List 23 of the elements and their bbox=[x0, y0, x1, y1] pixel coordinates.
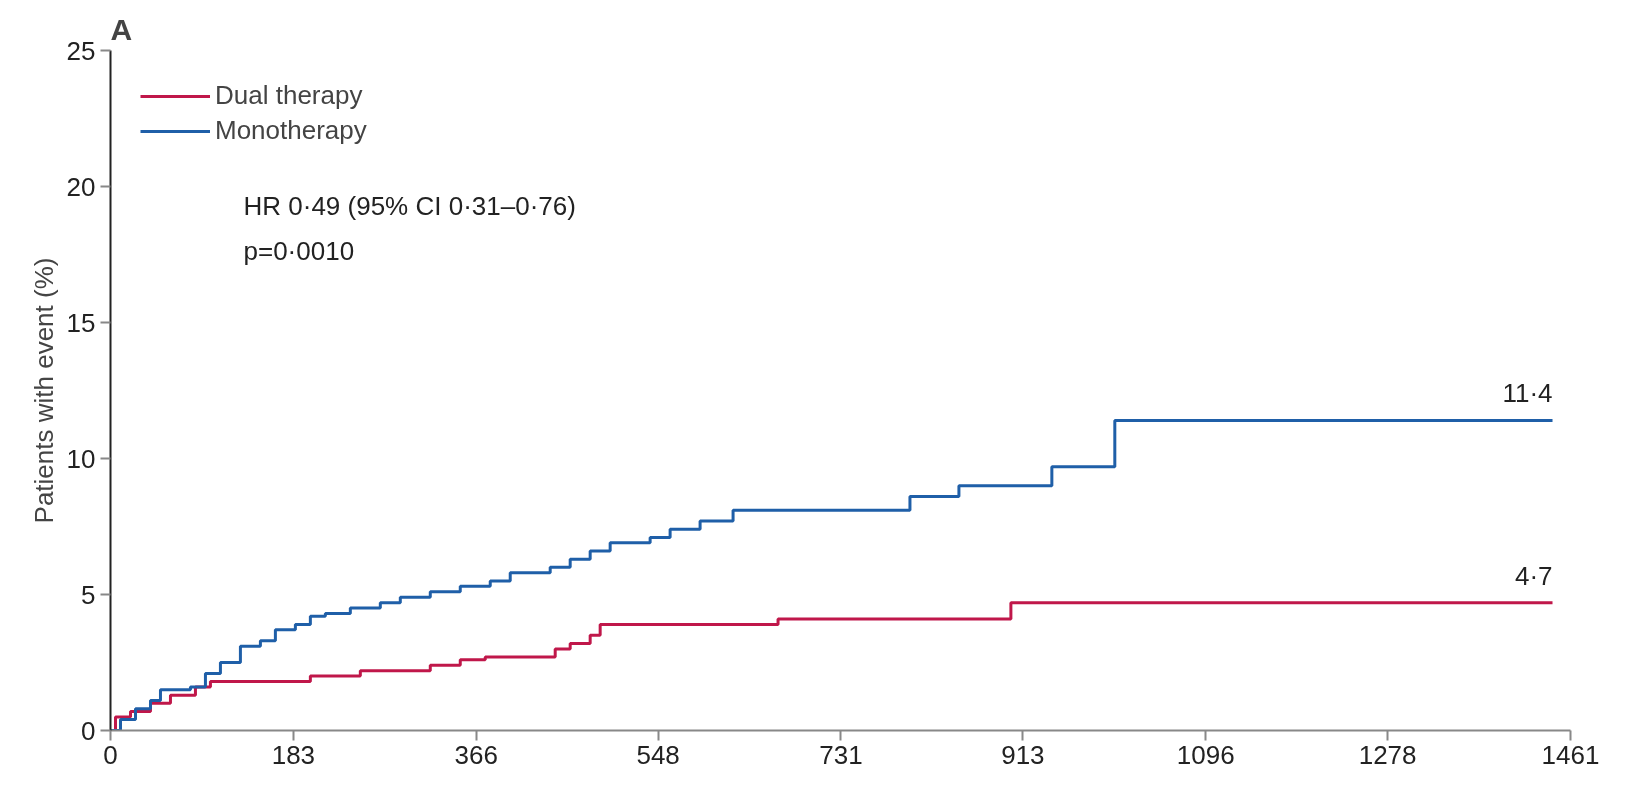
x-tick-label: 0 bbox=[103, 739, 118, 770]
x-tick-label: 1461 bbox=[1541, 739, 1600, 770]
chart-title: A bbox=[110, 12, 133, 46]
x-tick-label: 548 bbox=[636, 739, 680, 770]
legend-label: Dual therapy bbox=[215, 80, 363, 111]
annotation: HR 0·49 (95% CI 0·31–0·76) bbox=[243, 190, 576, 221]
legend-label: Monotherapy bbox=[215, 115, 367, 146]
x-tick-label: 183 bbox=[271, 739, 316, 770]
y-tick-label: 5 bbox=[81, 579, 96, 610]
y-tick-label: 15 bbox=[66, 307, 96, 338]
x-tick-label: 731 bbox=[819, 739, 863, 770]
y-tick-label: 10 bbox=[66, 443, 96, 474]
annotation: 4·7 bbox=[1514, 560, 1553, 591]
y-tick-label: 25 bbox=[66, 35, 96, 66]
y-tick-label: 0 bbox=[81, 715, 96, 746]
y-axis-title: Patients with event (%) bbox=[28, 257, 59, 524]
y-tick-label: 20 bbox=[66, 171, 96, 202]
x-tick-label: 1096 bbox=[1176, 739, 1235, 770]
x-tick-label: 913 bbox=[1001, 739, 1045, 770]
annotation: 11·4 bbox=[1502, 378, 1553, 409]
x-tick-label: 1278 bbox=[1358, 739, 1417, 770]
annotation: p=0·0010 bbox=[243, 235, 355, 266]
x-tick-label: 366 bbox=[454, 739, 498, 770]
